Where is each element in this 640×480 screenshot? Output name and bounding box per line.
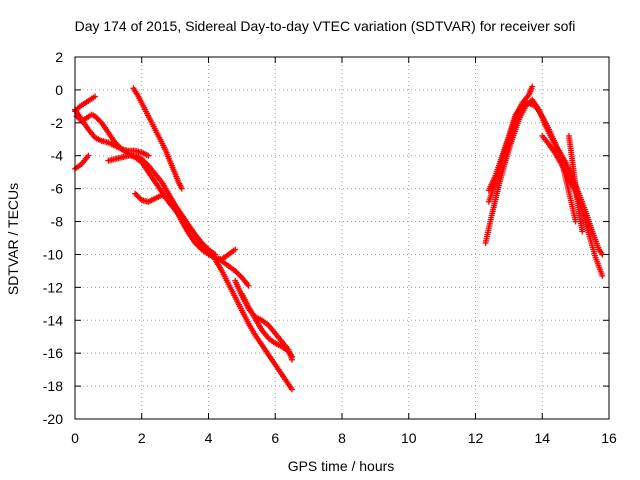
data-point (232, 246, 239, 253)
y-tick-label: 0 (55, 82, 63, 98)
x-tick-label: 6 (271, 430, 279, 446)
x-axis-title: GPS time / hours (288, 458, 395, 474)
data-point (529, 83, 536, 90)
y-tick-label: -8 (51, 214, 64, 230)
data-point (144, 161, 151, 168)
y-tick-label: -14 (43, 312, 63, 328)
x-tick-labels: 0 2 4 6 8 10 12 14 16 (71, 430, 617, 446)
data-point (599, 272, 606, 279)
y-axis-title: SDTVAR / TECUs (5, 183, 21, 295)
y-tick-label: -4 (51, 148, 64, 164)
y-tick-label: -16 (43, 345, 63, 361)
chart-title: Day 174 of 2015, Sidereal Day-to-day VTE… (75, 18, 576, 34)
y-tick-label: -12 (43, 279, 63, 295)
x-tick-label: 10 (401, 430, 417, 446)
grid-lines (75, 57, 609, 419)
y-tick-label: -6 (51, 181, 64, 197)
x-tick-label: 4 (205, 430, 213, 446)
axis-ticks (74, 56, 610, 420)
data-point (288, 386, 295, 393)
data-point (117, 144, 124, 151)
y-tick-label: -18 (43, 378, 63, 394)
data-point (245, 282, 252, 289)
data-point (288, 353, 295, 360)
x-tick-label: 8 (338, 430, 346, 446)
x-tick-label: 14 (534, 430, 550, 446)
y-tick-label: 2 (55, 49, 63, 65)
data-points (72, 83, 606, 393)
y-tick-label: -10 (43, 246, 63, 262)
x-tick-label: 16 (601, 430, 617, 446)
data-point (92, 93, 99, 100)
data-point (178, 185, 185, 192)
data-point (137, 195, 144, 202)
data-point (85, 152, 92, 159)
y-tick-label: -20 (43, 411, 63, 427)
data-point (579, 228, 586, 235)
y-tick-labels: 2 0 -2 -4 -6 -8 -10 -12 -14 -16 -18 -20 (43, 49, 63, 427)
data-point (237, 273, 244, 280)
y-tick-label: -2 (51, 115, 64, 131)
x-tick-label: 12 (468, 430, 484, 446)
data-point (197, 245, 204, 252)
data-point (572, 218, 579, 225)
x-tick-label: 0 (71, 430, 79, 446)
x-tick-label: 2 (138, 430, 146, 446)
data-point (145, 152, 152, 159)
